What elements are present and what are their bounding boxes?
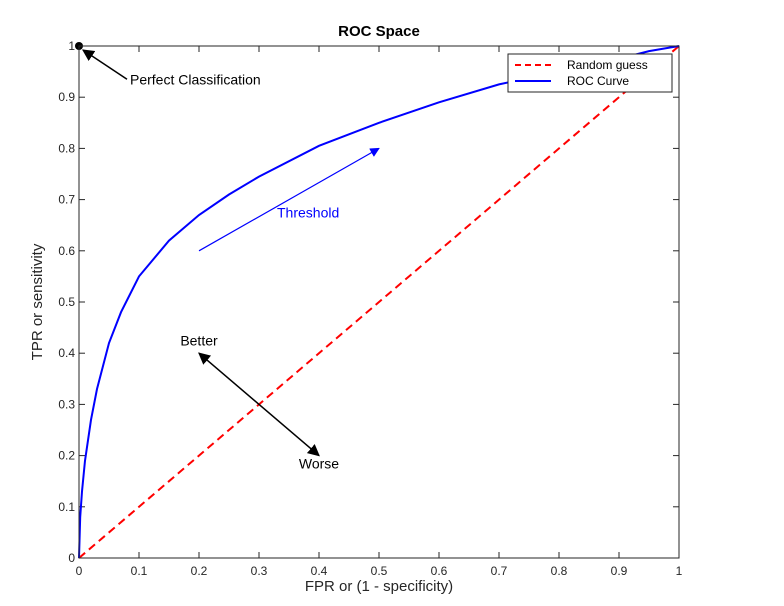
chart-title: ROC Space xyxy=(338,23,420,40)
y-tick-label: 0.7 xyxy=(58,193,75,207)
y-tick-label: 0.9 xyxy=(58,90,75,104)
worse-label: Worse xyxy=(299,455,339,471)
x-tick-label: 0.9 xyxy=(611,564,628,578)
x-tick-label: 0.2 xyxy=(191,564,208,578)
x-tick-label: 0.6 xyxy=(431,564,448,578)
y-tick-label: 0.8 xyxy=(58,141,75,155)
plot-frame xyxy=(78,45,680,559)
x-tick-label: 0.7 xyxy=(491,564,508,578)
y-axis-title: TPR or sensitivity xyxy=(29,243,46,360)
annotations: Perfect Classification Threshold Better Wor… xyxy=(75,42,380,471)
y-tick-label: 0.2 xyxy=(58,449,75,463)
x-axis-title: FPR or (1 - specificity) xyxy=(305,578,453,595)
threshold-arrow xyxy=(198,147,380,252)
x-tick-label: 0.8 xyxy=(551,564,568,578)
series-line-random-guess xyxy=(78,45,680,559)
y-tick-label: 1 xyxy=(68,39,75,53)
better-label: Better xyxy=(180,333,218,349)
x-tick-label: 0.4 xyxy=(311,564,328,578)
x-tick-label: 1 xyxy=(676,564,683,578)
better-worse-arrow xyxy=(198,352,320,457)
perfect-classification-label: Perfect Classification xyxy=(130,71,261,87)
y-tick-label: 0 xyxy=(68,551,75,565)
y-tick-label: 0.1 xyxy=(58,500,75,514)
x-tick-label: 0.3 xyxy=(251,564,268,578)
legend: Random guess ROC Curve xyxy=(507,53,673,93)
x-tick-label: 0.1 xyxy=(131,564,148,578)
y-tick-label: 0.5 xyxy=(58,295,75,309)
series-group xyxy=(78,45,680,559)
legend-label-random-guess: Random guess xyxy=(567,58,648,72)
perfect-arrow xyxy=(82,49,128,80)
axis-ticks: 0 0.1 0.2 0.3 0.4 0.5 0.6 0.7 0.8 0.9 1 0 0.1 0.2 0.3 0… xyxy=(58,39,682,578)
legend-label-roc-curve: ROC Curve xyxy=(567,74,629,88)
y-tick-label: 0.6 xyxy=(58,244,75,258)
y-tick-label: 0.4 xyxy=(58,346,75,360)
threshold-label: Threshold xyxy=(277,205,339,221)
x-tick-label: 0.5 xyxy=(371,564,388,578)
y-tick-label: 0.3 xyxy=(58,397,75,411)
legend-box xyxy=(507,53,673,93)
x-tick-label: 0 xyxy=(76,564,83,578)
